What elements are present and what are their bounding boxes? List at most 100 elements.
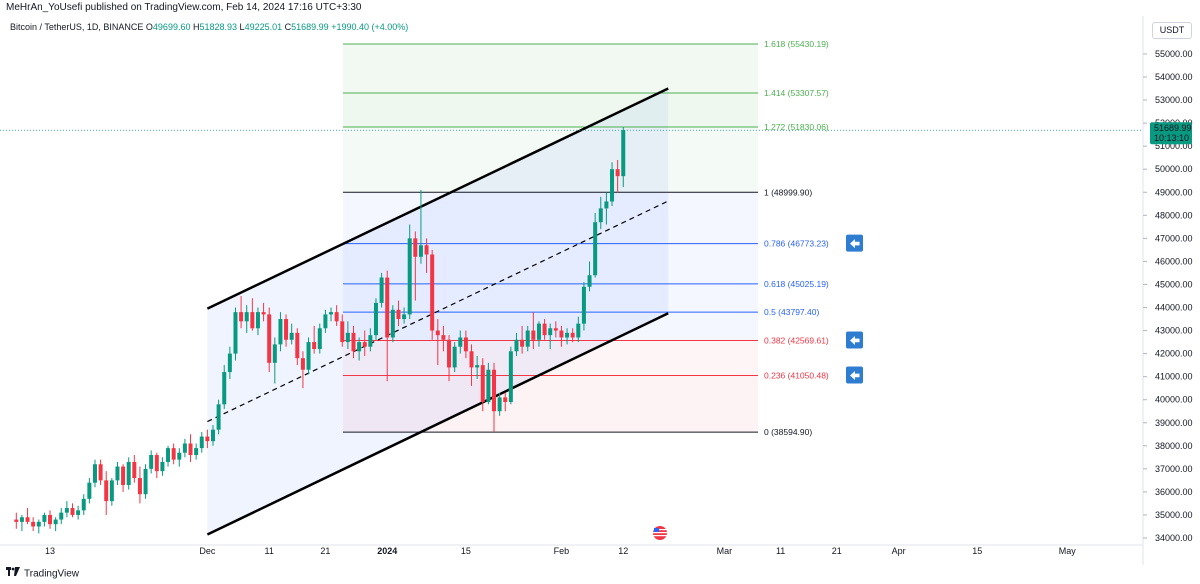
price-tick-label: 46000.00 [1155,256,1193,266]
candle-body [267,314,272,363]
candle-body [390,309,395,338]
price-tick-label: 37000.00 [1155,464,1193,474]
candle-body [565,332,570,338]
price-tick-label: 47000.00 [1155,233,1193,243]
price-tick-label: 42000.00 [1155,349,1193,359]
candle-down [447,335,452,382]
candle-body [615,169,620,177]
price-badge-price: 51689.99 [1154,123,1192,133]
fib-zone [343,192,758,244]
price-tick-label: 54000.00 [1155,72,1193,82]
candle-body [430,254,435,331]
candle-body [548,328,553,336]
candle-up [598,196,603,230]
price-tick-label: 43000.00 [1155,326,1193,336]
candle-up [126,457,131,490]
candle-body [598,208,603,223]
high-label: H [192,22,200,32]
candle-up [452,342,457,373]
candle-body [272,344,277,363]
close-value: 51689.99 [291,22,329,32]
candle-body [31,521,36,527]
candle-down [435,319,440,366]
candle-down [154,452,159,479]
candle-up [211,425,215,446]
open-value: 49699.60 [152,22,191,32]
candle-down [300,351,305,389]
candle-down [171,443,176,465]
change-value: +1990.40 (+4.00%) [331,22,409,32]
candle-down [205,429,210,449]
candle-body [610,169,615,202]
flag-stripe [653,532,667,534]
candle-down [121,464,126,492]
price-axis[interactable]: 34000.00 35000.00 36000.00 37000.00 38000.00… [1142,16,1200,565]
price-tick-label: 48000.00 [1155,210,1193,220]
candle-body [14,519,19,522]
candle-body [323,314,328,329]
candle-body [81,498,86,511]
price-tick-label: 51000.00 [1155,141,1193,151]
candle-body [531,330,536,340]
price-tick-label: 44000.00 [1155,303,1193,313]
currency-button[interactable]: USDT [1152,22,1192,39]
price-tick-label: 41000.00 [1155,372,1193,382]
candle-body [396,309,401,320]
arrow-left-icon [846,331,863,349]
markers [653,234,863,540]
candle-body [42,514,47,522]
candle-body [295,332,300,359]
candle-body [362,342,367,347]
fib-label-1: 1 (48999.90) [764,187,812,197]
candle-body [109,480,114,502]
us-flag-icon [653,526,667,540]
candle-down [340,314,345,347]
candle-body [351,332,356,352]
price-channel[interactable] [206,87,669,536]
candle-body [48,514,53,525]
candle-body [19,517,24,522]
candle-body [340,321,345,343]
time-tick-label: Feb [554,546,570,556]
fib-zone [343,127,758,193]
candle-up [497,392,502,416]
fib-zone [343,283,758,313]
time-axis[interactable]: Nov13Dec1121202415Feb12Mar1121Apr15May [0,544,1143,556]
arrow-left-icon [846,234,863,252]
candle-down [261,302,266,322]
candle-body [458,337,463,347]
candle-up [244,305,249,333]
candle-up [345,321,350,349]
price-tick-label: 38000.00 [1155,441,1193,451]
candle-up [92,459,97,488]
candle-up [289,323,294,345]
time-tick-label: 2024 [377,546,397,556]
candle-up [486,362,491,405]
candle-up [194,443,199,460]
symbol-name: Bitcoin / TetherUS, 1D, BINANCE [10,22,144,32]
channel-upper-line [206,87,669,310]
candle-down [98,459,103,485]
candle-down [503,392,508,412]
channel-middle-line [207,200,669,423]
candle-up [475,355,480,379]
candle-up [177,448,182,467]
footer-brand: TradingView [24,568,80,580]
price-tick-label: 40000.00 [1155,395,1193,405]
candle-up [508,346,513,405]
price-tick-label: 50000.00 [1155,164,1193,174]
candle-body [385,277,390,338]
candle-body [379,277,384,303]
candle-body [480,365,485,403]
time-tick-label: Mar [717,546,733,556]
candle-up [272,337,277,384]
candle-body [216,404,221,430]
open-label: O [145,22,153,32]
price-tick-label: 53000.00 [1155,95,1193,105]
candle-down [396,300,401,326]
candle-down [559,325,564,347]
price-badge [1150,122,1192,145]
candle-up [379,272,384,308]
candle-down [542,319,547,340]
